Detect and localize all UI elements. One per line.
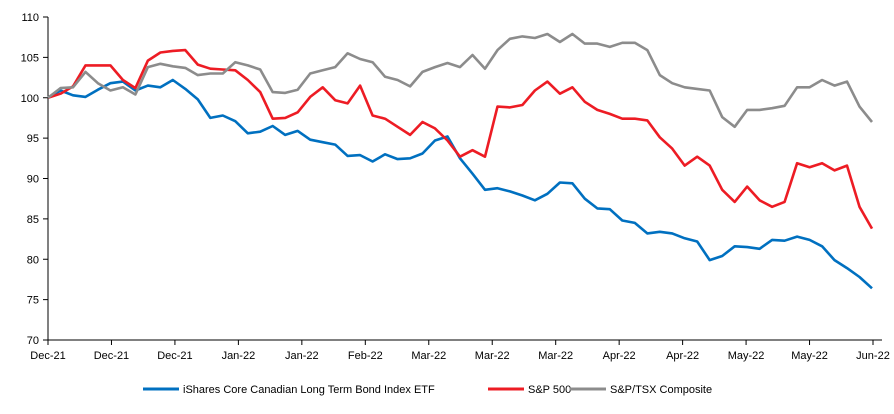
y-tick-label: 105 xyxy=(21,52,39,64)
y-tick-label: 95 xyxy=(27,133,39,145)
x-tick-label: Apr-22 xyxy=(603,350,636,362)
x-tick-label: Feb-22 xyxy=(348,350,383,362)
legend-label: S&P 500 xyxy=(528,384,571,396)
x-tick-label: May-22 xyxy=(791,350,828,362)
legend: iShares Core Canadian Long Term Bond Ind… xyxy=(143,384,712,396)
x-tick-label: Dec-21 xyxy=(30,350,65,362)
y-tick-label: 75 xyxy=(27,295,39,307)
x-tick-label: Jan-22 xyxy=(285,350,319,362)
series-lines xyxy=(47,32,874,290)
legend-label: S&P/TSX Composite xyxy=(610,384,712,396)
y-tick-label: 70 xyxy=(27,335,39,347)
x-tick-label: Mar-22 xyxy=(411,350,446,362)
x-tick-label: May-22 xyxy=(728,350,765,362)
series-line-1 xyxy=(47,48,874,230)
x-tick-label: Jan-22 xyxy=(222,350,256,362)
y-tick-label: 100 xyxy=(21,93,39,105)
x-tick-label: Dec-21 xyxy=(94,350,129,362)
y-tick-label: 90 xyxy=(27,174,39,186)
legend-label: iShares Core Canadian Long Term Bond Ind… xyxy=(183,384,435,396)
legend-item: S&P/TSX Composite xyxy=(570,384,712,396)
y-axis: 70 75 80 85 90 95 100 105 110 xyxy=(21,12,49,347)
legend-item: iShares Core Canadian Long Term Bond Ind… xyxy=(143,384,435,396)
x-axis: Dec-21 Dec-21 Dec-21 Jan-22 Jan-22 Feb-22 Mar-… xyxy=(30,339,890,362)
legend-item: S&P 500 xyxy=(488,384,571,396)
y-tick-label: 80 xyxy=(27,254,39,266)
x-tick-label: Jun-22 xyxy=(856,350,890,362)
x-tick-label: Apr-22 xyxy=(666,350,699,362)
y-tick-label: 85 xyxy=(27,214,39,226)
y-tick-label: 110 xyxy=(21,12,39,24)
series-line-0 xyxy=(47,78,873,290)
x-tick-label: Mar-22 xyxy=(475,350,510,362)
x-tick-label: Mar-22 xyxy=(538,350,573,362)
x-tick-label: Dec-21 xyxy=(157,350,192,362)
series-line-2 xyxy=(47,32,874,129)
